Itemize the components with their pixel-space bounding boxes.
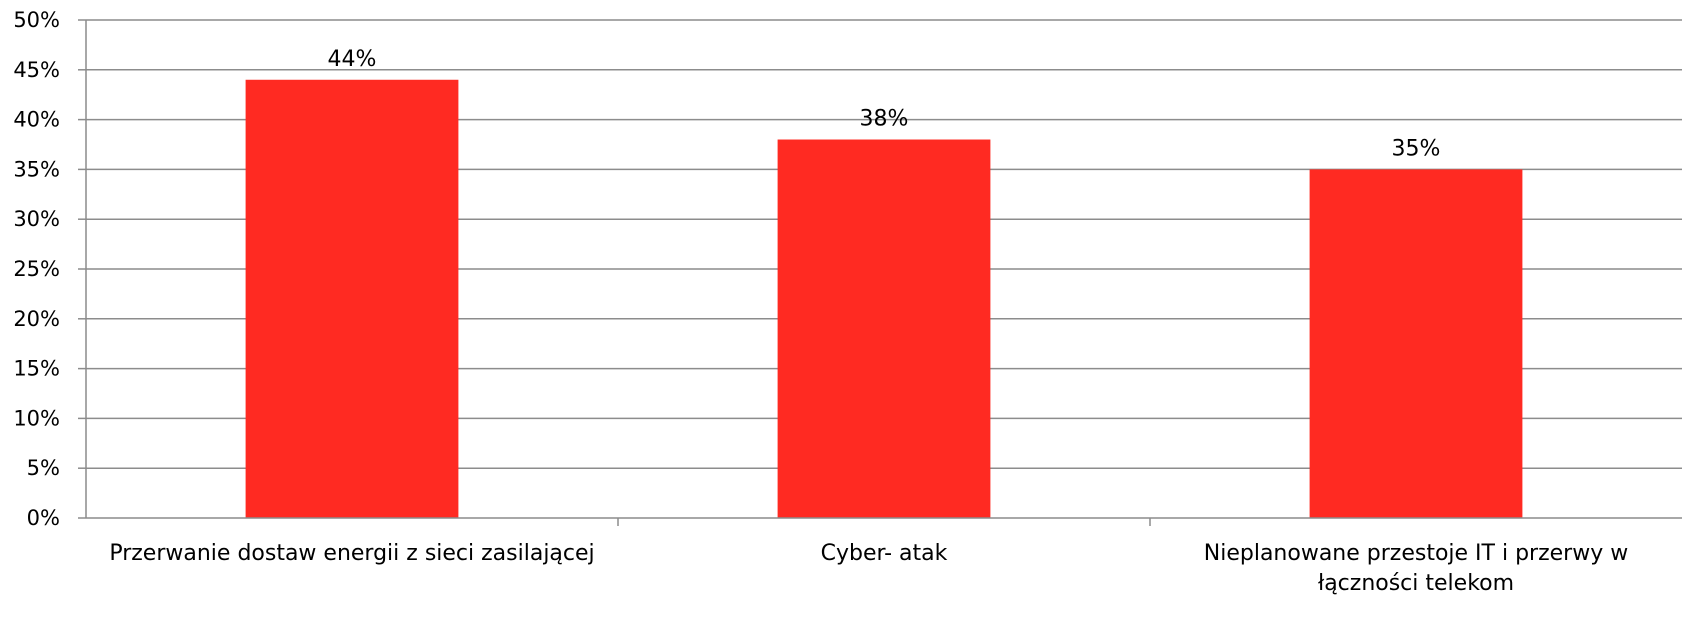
- data-label: 44%: [328, 47, 377, 72]
- x-category-label-line: Nieplanowane przestoje IT i przerwy w: [1204, 541, 1628, 566]
- bar: [245, 79, 459, 518]
- y-tick-label: 50%: [13, 8, 60, 32]
- bars: [245, 79, 1523, 518]
- y-tick-label: 35%: [13, 157, 60, 181]
- data-label: 35%: [1392, 136, 1441, 161]
- y-tick-label: 15%: [13, 357, 60, 381]
- data-label: 38%: [860, 107, 909, 132]
- x-category-label-line: Przerwanie dostaw energii z sieci zasila…: [109, 541, 594, 566]
- y-tick-label: 0%: [27, 506, 60, 530]
- x-category-label: Cyber- atak: [821, 541, 948, 566]
- x-category-label: Przerwanie dostaw energii z sieci zasila…: [109, 541, 594, 566]
- y-tick-label: 40%: [13, 108, 60, 132]
- y-tick-label: 20%: [13, 307, 60, 331]
- x-category-label: Nieplanowane przestoje IT i przerwy w łąc…: [1204, 541, 1628, 596]
- y-tick-label: 10%: [13, 406, 60, 430]
- bar: [1309, 169, 1523, 518]
- axes: [78, 19, 1682, 526]
- labels: 0% 5% 10% 15% 20% 25% 30% 35% 40% 45% 50% 44% Przerw…: [13, 8, 1628, 596]
- x-category-label-line: łączności telekom: [1318, 571, 1514, 596]
- y-tick-label: 25%: [13, 257, 60, 281]
- y-tick-label: 5%: [27, 456, 60, 480]
- x-category-label-line: Cyber- atak: [821, 541, 948, 566]
- y-tick-label: 30%: [13, 207, 60, 231]
- y-tick-label: 45%: [13, 58, 60, 82]
- bar: [777, 139, 991, 518]
